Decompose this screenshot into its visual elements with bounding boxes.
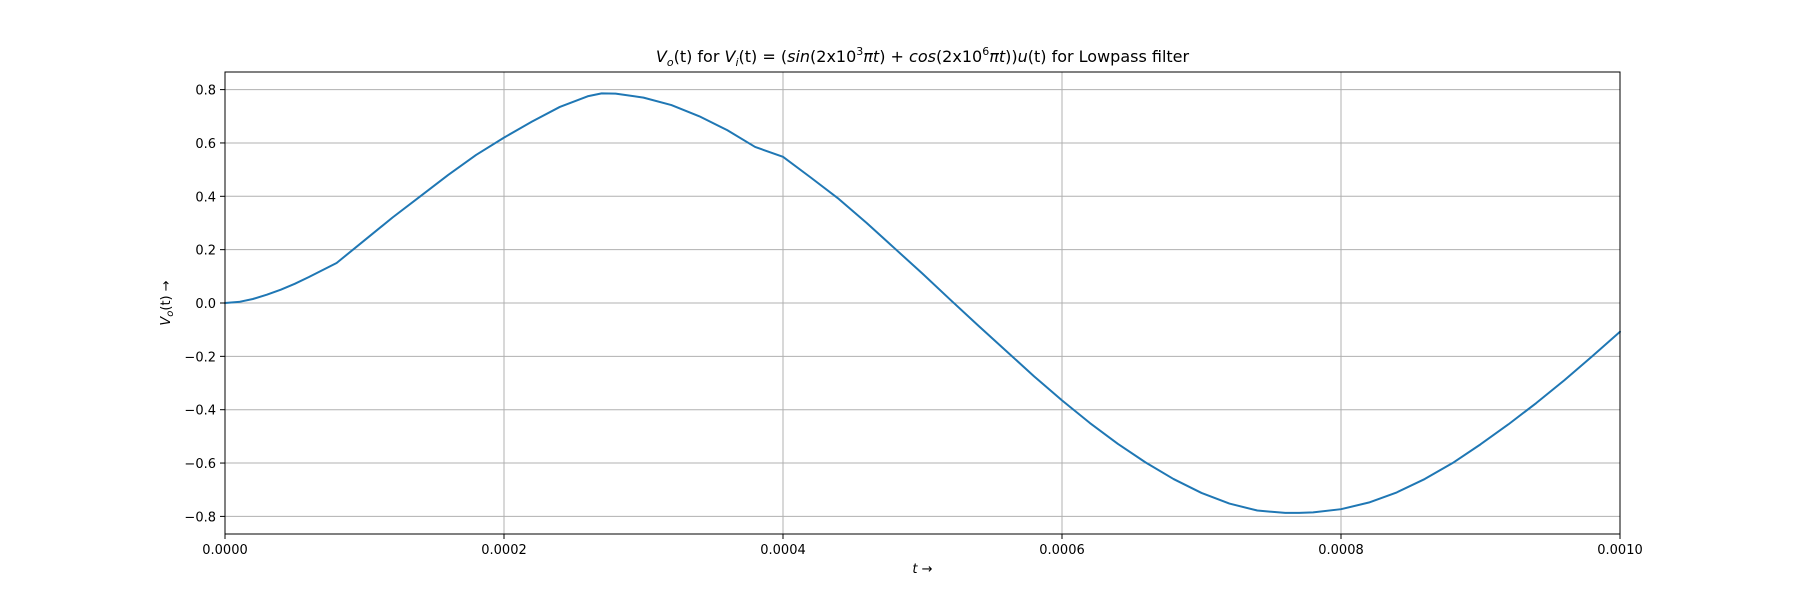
series-line <box>224 92 1621 514</box>
x-tick-label: 0.0008 <box>1318 543 1364 558</box>
x-tick-label: 0.0010 <box>1597 543 1643 558</box>
x-tick-label: 0.0000 <box>202 543 248 558</box>
x-tick-label: 0.0004 <box>760 543 806 558</box>
y-tick-label: 0.4 <box>195 190 216 205</box>
x-tick-label: 0.0002 <box>481 543 527 558</box>
x-axis-label: t → <box>912 562 932 577</box>
y-tick-label: 0.2 <box>195 244 216 259</box>
y-tick-label: 0.8 <box>195 84 216 99</box>
y-axis-label: Vo(t) → <box>159 280 176 325</box>
series-layer <box>224 92 1621 514</box>
y-tick-label: −0.2 <box>184 350 216 365</box>
y-tick-label: 0.0 <box>195 297 216 312</box>
x-tick-label: 0.0006 <box>1039 543 1085 558</box>
y-tick-label: 0.6 <box>195 137 216 152</box>
chart-title: Vo(t) for Vi(t) = (sin(2x103πt) + cos(2x… <box>656 45 1190 69</box>
y-tick-label: −0.8 <box>184 510 216 525</box>
grid-layer <box>224 72 1621 534</box>
tick-layer: 0.0000 0.0002 0.0004 0.0006 0.0008 0.0010 0.8 0… <box>184 84 1642 558</box>
y-tick-label: −0.6 <box>184 457 216 472</box>
y-tick-label: −0.4 <box>184 404 216 419</box>
